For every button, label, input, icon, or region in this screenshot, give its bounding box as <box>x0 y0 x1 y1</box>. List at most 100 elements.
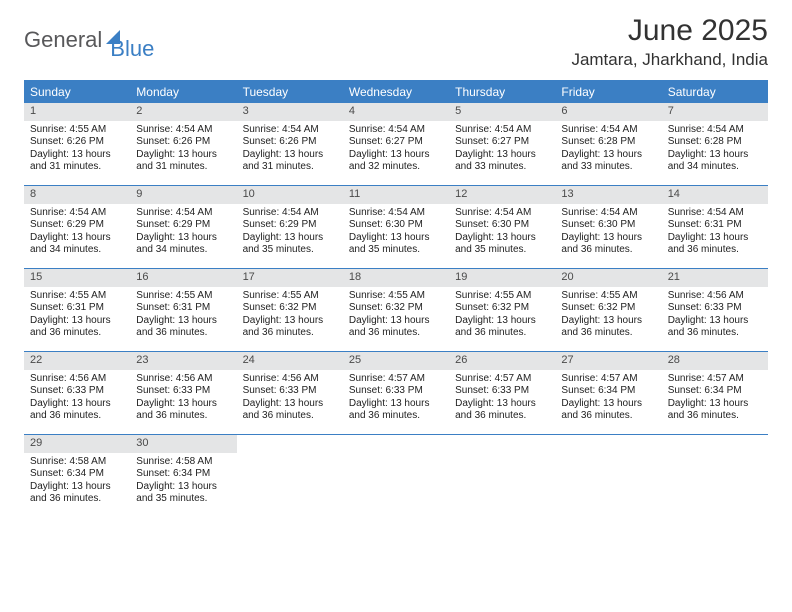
calendar-day: 7Sunrise: 4:54 AMSunset: 6:28 PMDaylight… <box>662 103 768 185</box>
day-number: 5 <box>449 103 555 121</box>
day-number: 12 <box>449 186 555 204</box>
day-body: Sunrise: 4:54 AMSunset: 6:31 PMDaylight:… <box>662 204 768 261</box>
calendar-day: 13Sunrise: 4:54 AMSunset: 6:30 PMDayligh… <box>555 186 661 268</box>
sunset-text: Sunset: 6:29 PM <box>136 219 230 232</box>
daylight-text: Daylight: 13 hours and 36 minutes. <box>455 315 549 340</box>
sunrise-text: Sunrise: 4:54 AM <box>455 124 549 137</box>
day-number: 30 <box>130 435 236 453</box>
calendar: Sunday Monday Tuesday Wednesday Thursday… <box>24 80 768 517</box>
calendar-day: 16Sunrise: 4:55 AMSunset: 6:31 PMDayligh… <box>130 269 236 351</box>
day-header-monday: Monday <box>130 82 236 103</box>
day-number: 13 <box>555 186 661 204</box>
daylight-text: Daylight: 13 hours and 31 minutes. <box>136 149 230 174</box>
day-number: 19 <box>449 269 555 287</box>
sunrise-text: Sunrise: 4:56 AM <box>136 373 230 386</box>
day-number: 21 <box>662 269 768 287</box>
calendar-day: 28Sunrise: 4:57 AMSunset: 6:34 PMDayligh… <box>662 352 768 434</box>
calendar-day-empty <box>662 435 768 517</box>
day-number: 29 <box>24 435 130 453</box>
calendar-day: 9Sunrise: 4:54 AMSunset: 6:29 PMDaylight… <box>130 186 236 268</box>
day-number: 18 <box>343 269 449 287</box>
sunrise-text: Sunrise: 4:55 AM <box>455 290 549 303</box>
daylight-text: Daylight: 13 hours and 36 minutes. <box>136 315 230 340</box>
sunset-text: Sunset: 6:33 PM <box>668 302 762 315</box>
daylight-text: Daylight: 13 hours and 35 minutes. <box>136 481 230 506</box>
sunset-text: Sunset: 6:26 PM <box>30 136 124 149</box>
calendar-day: 23Sunrise: 4:56 AMSunset: 6:33 PMDayligh… <box>130 352 236 434</box>
sunset-text: Sunset: 6:32 PM <box>455 302 549 315</box>
logo: General Blue <box>24 18 154 62</box>
day-number: 17 <box>237 269 343 287</box>
calendar-day-empty <box>449 435 555 517</box>
day-body: Sunrise: 4:57 AMSunset: 6:33 PMDaylight:… <box>343 370 449 427</box>
daylight-text: Daylight: 13 hours and 34 minutes. <box>668 149 762 174</box>
calendar-day: 25Sunrise: 4:57 AMSunset: 6:33 PMDayligh… <box>343 352 449 434</box>
sunset-text: Sunset: 6:31 PM <box>668 219 762 232</box>
sunrise-text: Sunrise: 4:54 AM <box>561 207 655 220</box>
sunset-text: Sunset: 6:33 PM <box>243 385 337 398</box>
sunset-text: Sunset: 6:34 PM <box>136 468 230 481</box>
calendar-day: 1Sunrise: 4:55 AMSunset: 6:26 PMDaylight… <box>24 103 130 185</box>
calendar-day: 4Sunrise: 4:54 AMSunset: 6:27 PMDaylight… <box>343 103 449 185</box>
day-header-thursday: Thursday <box>449 82 555 103</box>
sunset-text: Sunset: 6:30 PM <box>455 219 549 232</box>
sunrise-text: Sunrise: 4:54 AM <box>668 207 762 220</box>
day-body: Sunrise: 4:57 AMSunset: 6:34 PMDaylight:… <box>555 370 661 427</box>
calendar-week: 29Sunrise: 4:58 AMSunset: 6:34 PMDayligh… <box>24 435 768 517</box>
sunrise-text: Sunrise: 4:54 AM <box>30 207 124 220</box>
sunset-text: Sunset: 6:33 PM <box>455 385 549 398</box>
calendar-week: 15Sunrise: 4:55 AMSunset: 6:31 PMDayligh… <box>24 269 768 352</box>
daylight-text: Daylight: 13 hours and 36 minutes. <box>561 315 655 340</box>
daylight-text: Daylight: 13 hours and 36 minutes. <box>30 398 124 423</box>
day-body: Sunrise: 4:55 AMSunset: 6:31 PMDaylight:… <box>130 287 236 344</box>
daylight-text: Daylight: 13 hours and 34 minutes. <box>30 232 124 257</box>
calendar-day: 10Sunrise: 4:54 AMSunset: 6:29 PMDayligh… <box>237 186 343 268</box>
sunset-text: Sunset: 6:31 PM <box>136 302 230 315</box>
day-body: Sunrise: 4:58 AMSunset: 6:34 PMDaylight:… <box>24 453 130 510</box>
calendar-day: 24Sunrise: 4:56 AMSunset: 6:33 PMDayligh… <box>237 352 343 434</box>
day-number: 20 <box>555 269 661 287</box>
sunrise-text: Sunrise: 4:57 AM <box>561 373 655 386</box>
daylight-text: Daylight: 13 hours and 31 minutes. <box>243 149 337 174</box>
daylight-text: Daylight: 13 hours and 36 minutes. <box>243 398 337 423</box>
sunset-text: Sunset: 6:29 PM <box>243 219 337 232</box>
day-header-sunday: Sunday <box>24 82 130 103</box>
sunset-text: Sunset: 6:27 PM <box>455 136 549 149</box>
day-body: Sunrise: 4:55 AMSunset: 6:32 PMDaylight:… <box>343 287 449 344</box>
daylight-text: Daylight: 13 hours and 35 minutes. <box>455 232 549 257</box>
day-body: Sunrise: 4:56 AMSunset: 6:33 PMDaylight:… <box>24 370 130 427</box>
day-number: 22 <box>24 352 130 370</box>
day-number: 4 <box>343 103 449 121</box>
calendar-day: 26Sunrise: 4:57 AMSunset: 6:33 PMDayligh… <box>449 352 555 434</box>
sunset-text: Sunset: 6:30 PM <box>561 219 655 232</box>
sunset-text: Sunset: 6:28 PM <box>561 136 655 149</box>
sunset-text: Sunset: 6:34 PM <box>561 385 655 398</box>
daylight-text: Daylight: 13 hours and 35 minutes. <box>349 232 443 257</box>
day-number: 27 <box>555 352 661 370</box>
daylight-text: Daylight: 13 hours and 36 minutes. <box>136 398 230 423</box>
daylight-text: Daylight: 13 hours and 36 minutes. <box>349 398 443 423</box>
sunrise-text: Sunrise: 4:57 AM <box>349 373 443 386</box>
calendar-day: 17Sunrise: 4:55 AMSunset: 6:32 PMDayligh… <box>237 269 343 351</box>
location-subtitle: Jamtara, Jharkhand, India <box>571 50 768 70</box>
calendar-day: 21Sunrise: 4:56 AMSunset: 6:33 PMDayligh… <box>662 269 768 351</box>
day-number: 1 <box>24 103 130 121</box>
daylight-text: Daylight: 13 hours and 31 minutes. <box>30 149 124 174</box>
day-number: 23 <box>130 352 236 370</box>
sunrise-text: Sunrise: 4:54 AM <box>136 207 230 220</box>
day-number: 25 <box>343 352 449 370</box>
daylight-text: Daylight: 13 hours and 36 minutes. <box>668 315 762 340</box>
day-body: Sunrise: 4:56 AMSunset: 6:33 PMDaylight:… <box>237 370 343 427</box>
day-number: 14 <box>662 186 768 204</box>
calendar-day: 18Sunrise: 4:55 AMSunset: 6:32 PMDayligh… <box>343 269 449 351</box>
calendar-day: 2Sunrise: 4:54 AMSunset: 6:26 PMDaylight… <box>130 103 236 185</box>
calendar-day: 12Sunrise: 4:54 AMSunset: 6:30 PMDayligh… <box>449 186 555 268</box>
calendar-day: 14Sunrise: 4:54 AMSunset: 6:31 PMDayligh… <box>662 186 768 268</box>
daylight-text: Daylight: 13 hours and 36 minutes. <box>668 398 762 423</box>
daylight-text: Daylight: 13 hours and 36 minutes. <box>243 315 337 340</box>
calendar-week: 22Sunrise: 4:56 AMSunset: 6:33 PMDayligh… <box>24 352 768 435</box>
day-number: 11 <box>343 186 449 204</box>
day-body: Sunrise: 4:54 AMSunset: 6:27 PMDaylight:… <box>343 121 449 178</box>
month-title: June 2025 <box>571 14 768 48</box>
sunset-text: Sunset: 6:32 PM <box>243 302 337 315</box>
